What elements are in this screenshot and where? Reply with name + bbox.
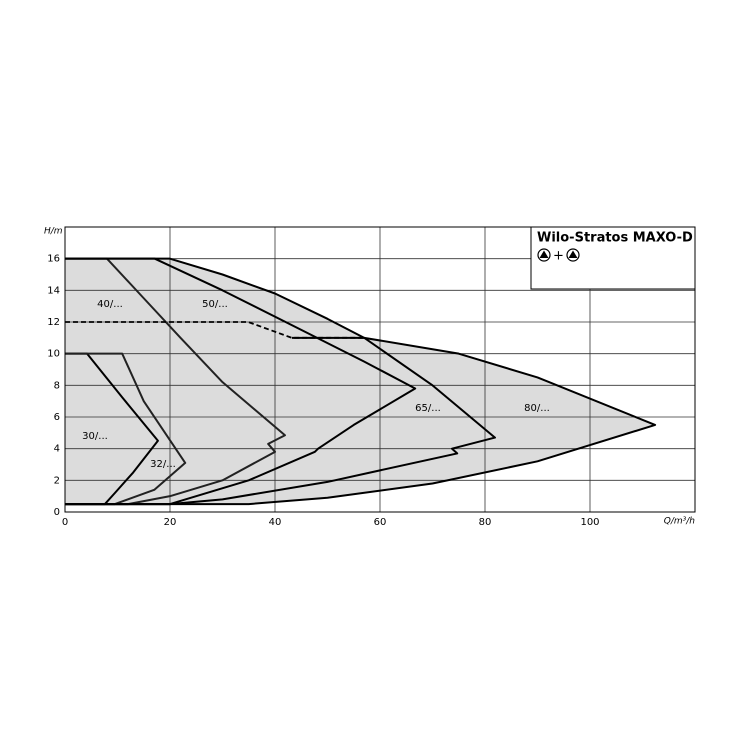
title-box — [530, 226, 696, 290]
pump-icon — [566, 248, 580, 262]
chart-title: Wilo-Stratos MAXO-D — [537, 231, 693, 246]
curve-label: 40/... — [97, 299, 123, 310]
x-tick-label: 80 — [479, 517, 492, 528]
curve — [65, 257, 286, 506]
y-tick-label: 10 — [47, 349, 60, 360]
plot-frame — [64, 226, 696, 513]
y-axis-label: H/m — [44, 227, 63, 237]
curve — [65, 257, 417, 506]
y-tick-label: 12 — [47, 317, 60, 328]
x-tick-label: 60 — [374, 517, 387, 528]
x-axis-label: Q/m³/h — [664, 517, 696, 527]
curve-label: 80/... — [524, 403, 550, 414]
y-tick-label: 8 — [54, 380, 60, 391]
pump-icon — [537, 248, 551, 262]
y-tick-label: 4 — [54, 444, 60, 455]
x-tick-label: 20 — [164, 517, 177, 528]
dashed-curve — [65, 321, 365, 339]
y-tick-label: 14 — [47, 285, 60, 296]
curve-label: 65/... — [415, 403, 441, 414]
y-tick-label: 16 — [47, 254, 60, 265]
curve-label: 50/... — [202, 299, 228, 310]
curve-label: 30/... — [82, 431, 108, 442]
x-tick-label: 40 — [269, 517, 282, 528]
y-tick-label: 2 — [54, 475, 60, 486]
x-tick-label: 100 — [580, 517, 599, 528]
y-tick-label: 6 — [54, 412, 60, 423]
curve — [65, 257, 496, 506]
x-tick-label: 0 — [62, 517, 68, 528]
icon-joiner: + — [553, 249, 564, 264]
curve-label: 32/... — [150, 459, 176, 470]
y-tick-label: 0 — [54, 507, 60, 518]
curve — [65, 336, 657, 506]
curve — [65, 352, 159, 506]
